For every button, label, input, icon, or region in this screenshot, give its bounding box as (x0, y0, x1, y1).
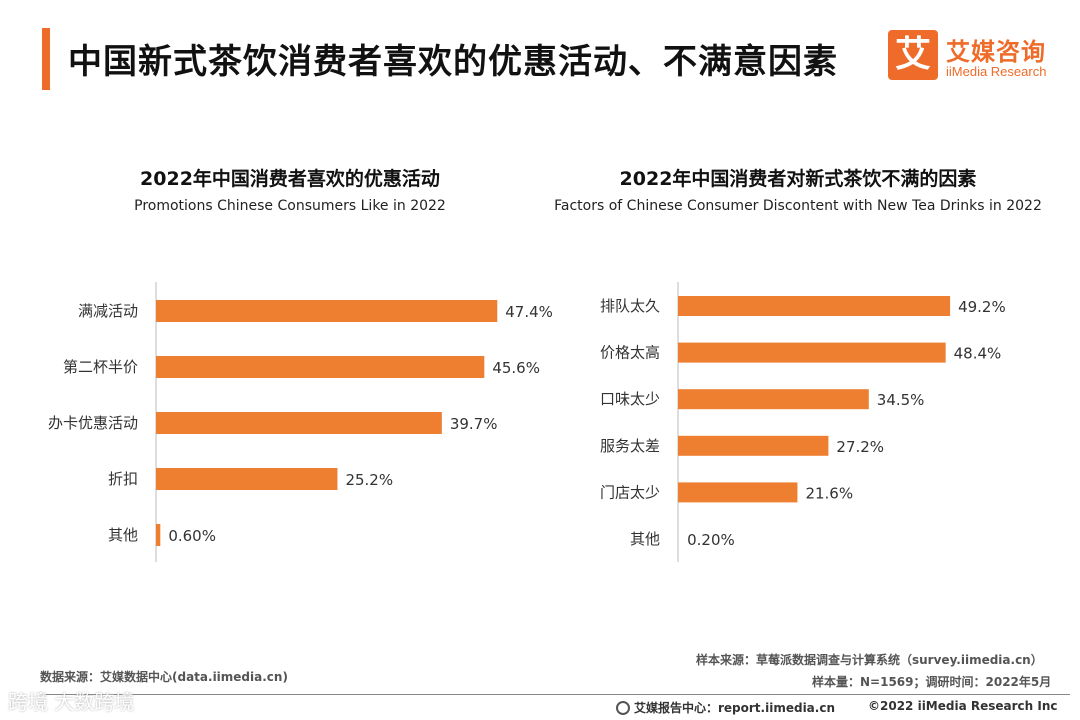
right-category-label: 其他 (630, 530, 660, 548)
left-category-label: 折扣 (108, 470, 138, 488)
left-category-label: 满减活动 (78, 302, 138, 320)
data-source: 数据来源：艾媒数据中心(data.iimedia.cn) (40, 670, 288, 684)
left-chart-title: 2022年中国消费者喜欢的优惠活动 (140, 168, 440, 190)
page-title: 中国新式茶饮消费者喜欢的优惠活动、不满意因素 (68, 42, 838, 82)
left-category-label: 其他 (108, 526, 138, 544)
left-bar (156, 468, 338, 490)
brand-logo: 艾 艾媒咨询 iiMedia Research (888, 30, 1063, 84)
title-accent-bar (42, 28, 50, 90)
right-value-label: 27.2% (836, 438, 884, 456)
left-bar (156, 356, 485, 378)
sample-source: 样本来源：草莓派数据调查与计算系统（survey.iimedia.cn） (696, 653, 1043, 667)
watermark-text: 跨境 大数跨境 (8, 690, 135, 714)
right-bar (678, 482, 798, 503)
left-value-label: 39.7% (450, 415, 498, 433)
left-value-label: 0.60% (168, 527, 216, 545)
right-category-label: 排队太久 (600, 297, 660, 315)
logo-mark-icon: 艾 (888, 30, 938, 80)
left-category-label: 第二杯半价 (63, 358, 138, 376)
left-bar (156, 300, 498, 322)
right-category-label: 门店太少 (600, 483, 660, 501)
right-value-label: 34.5% (877, 391, 925, 409)
left-value-label: 47.4% (505, 303, 553, 321)
right-category-label: 价格太高 (600, 344, 660, 362)
logo-chinese-name: 艾媒咨询 (946, 38, 1046, 66)
logo-english-name: iiMedia Research (946, 64, 1047, 79)
left-value-label: 25.2% (345, 471, 393, 489)
left-chart-subtitle: Promotions Chinese Consumers Like in 202… (134, 198, 446, 214)
right-category-label: 口味太少 (600, 390, 660, 408)
right-value-label: 21.6% (805, 484, 853, 502)
sample-size: 样本量：N=1569；调研时间：2022年5月 (812, 675, 1052, 689)
left-value-label: 45.6% (492, 359, 540, 377)
right-value-label: 48.4% (954, 345, 1002, 363)
right-value-label: 0.20% (687, 531, 735, 549)
copyright: ©2022 iiMedia Research Inc (868, 699, 1058, 713)
right-bar (678, 389, 869, 410)
report-center: 艾媒报告中心：report.iimedia.cn (616, 699, 835, 716)
left-bar (156, 412, 442, 434)
right-bar (678, 435, 829, 456)
left-category-label: 办卡优惠活动 (48, 414, 138, 432)
right-value-label: 49.2% (958, 298, 1006, 316)
left-bar (156, 524, 161, 546)
right-bar (678, 342, 946, 363)
right-chart-title: 2022年中国消费者对新式茶饮不满的因素 (619, 168, 977, 190)
right-bar (678, 296, 951, 316)
right-chart-subtitle: Factors of Chinese Consumer Discontent w… (554, 198, 1042, 214)
right-category-label: 服务太差 (600, 437, 660, 455)
report-center-text: 艾媒报告中心：report.iimedia.cn (634, 701, 835, 715)
footer-divider (40, 694, 1070, 695)
globe-icon (616, 701, 630, 715)
